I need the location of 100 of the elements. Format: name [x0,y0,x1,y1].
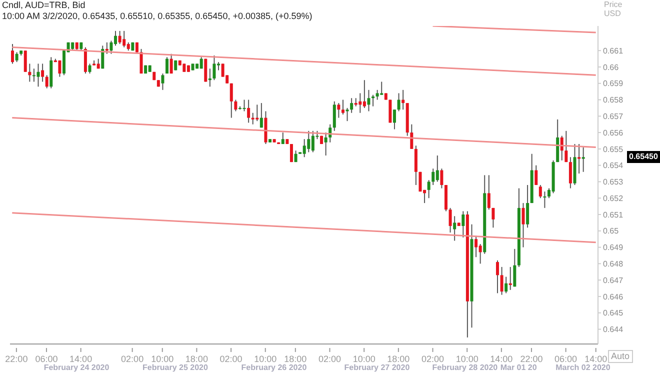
candlestick [578,144,581,174]
candlestick [208,68,212,88]
candlestick [88,63,92,74]
candlestick [230,82,233,118]
candlestick [448,207,452,234]
y-tick-label: 0.656 [603,128,624,138]
y-tick-label: 0.658 [603,96,624,105]
candlestick [376,89,379,100]
candlestick [440,168,444,189]
y-tick-label: 0.646 [603,292,624,302]
x-tick-label: 02:00 [220,354,242,364]
y-tick-label: 0.653 [603,178,624,187]
candlestick [58,60,62,78]
candlestick [242,99,246,112]
x-tick-label: 22:00 [5,354,28,364]
candlestick [105,42,108,54]
candlestick [410,124,414,150]
candlestick [247,99,250,124]
y-tick-label: 0.66 [603,62,620,72]
candlestick [28,63,32,82]
candlestick [522,202,525,248]
candlestick [414,145,418,186]
candlestick [346,107,349,122]
y-tick-label: 0.651 [603,210,624,220]
y-tick-label: 0.652 [603,194,624,203]
candlestick [358,92,362,114]
candlestick [337,102,340,118]
candlestick [260,102,263,128]
text: February 27 2020 [344,363,410,372]
auto-button: Auto [608,350,633,363]
candlestick [140,48,143,74]
candlestick [543,191,546,208]
text: February 24 2020 [44,363,110,372]
candlestick [11,44,14,64]
candlestick [538,184,542,199]
candlestick [582,146,585,172]
text: February 25 2020 [142,363,208,372]
candlestick [41,63,44,82]
x-tick-label: 18:00 [284,354,307,364]
candlestick [432,168,435,186]
chart-subtitle: 10:00 AM 3/2/2020, 0.65435, 0.65510, 0.65355, 0.65450, +0.00385, (+0.59%) [2,11,312,22]
candlestick [332,100,336,132]
candlestick [36,63,40,88]
y-tick-label: 0.65 [603,226,620,236]
candlestick [504,276,508,294]
candlestick [324,132,328,156]
candlestick [290,144,293,163]
candlestick [166,56,169,74]
candlestick [508,266,512,290]
candlestick [397,92,400,112]
text: March 02 2020 [556,363,610,372]
candlestick [380,81,384,96]
y-axis-title: Price USD [604,0,624,18]
y-tick-label: 0.661 [603,46,624,56]
candlestick [311,130,314,153]
y-tick-label: 0.655 [603,144,624,154]
text: Mar 01 20 [500,363,537,372]
candlestick [84,46,87,74]
y-tick-label: 0.654 [603,161,624,170]
candlestick [526,184,530,228]
x-tick-label: 02:00 [318,354,342,364]
y-tick-label: 0.648 [603,260,624,269]
x-tick-label: 10:00 [352,354,376,364]
candlestick [453,216,456,242]
candlestick [302,138,306,158]
candlestick [427,180,430,199]
candlestick [307,130,310,153]
x-tick-label: 10:00 [254,354,277,364]
candlestick [462,210,465,238]
candlestick [402,89,405,110]
candlestick [341,99,344,116]
y-tick-label: 0.659 [603,79,624,88]
candlestick [372,94,375,107]
x-tick-label: 18:00 [185,354,208,364]
candlestick [436,154,439,182]
chart-title: Cndl, AUD=TRB, Bid [2,0,86,11]
candlestick [256,104,259,122]
candlestick [392,109,396,130]
candlestick [367,89,370,112]
x-tick-label: 18:00 [387,354,410,364]
x-tick-label: 22:00 [520,354,543,364]
candlestick [24,50,27,72]
candlestick [500,266,504,296]
y-tick-label: 0.647 [603,276,624,285]
candlestick [350,98,354,114]
candlestick [251,112,254,125]
y-tick-label: 0.657 [603,112,624,121]
y-tick-label: 0.644 [603,325,624,334]
candlestick [534,164,538,186]
y-tick-label: 0.649 [603,243,624,252]
candlestick [362,80,366,108]
candlestick [564,130,568,163]
candlestick [45,74,48,89]
candlestick [513,248,516,288]
x-tick-label: 02:00 [121,354,144,364]
candlestick [110,40,113,54]
x-tick-label: 10:00 [151,354,174,364]
candlestick [15,52,18,63]
candlestick [122,30,126,48]
y-tick-label: 0.645 [603,308,624,318]
